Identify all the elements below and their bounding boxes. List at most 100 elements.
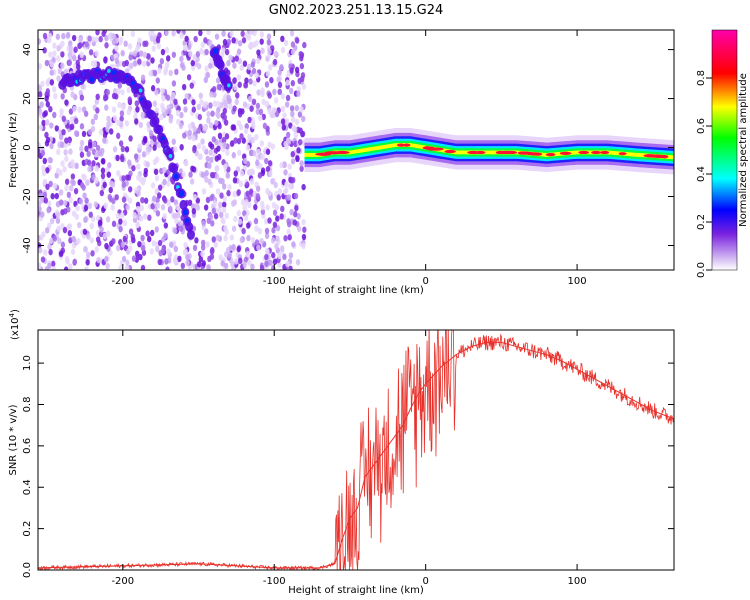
noise-speck — [183, 241, 188, 249]
noise-speck — [193, 35, 198, 43]
noise-speck — [283, 169, 288, 176]
noise-speck — [164, 258, 169, 265]
noise-speck — [91, 215, 96, 223]
noise-speck — [117, 101, 122, 109]
noise-speck — [127, 245, 133, 252]
noise-speck — [170, 196, 175, 203]
noise-speck — [182, 132, 187, 139]
colorbar-label: Normalized spectral amplitude — [738, 73, 749, 227]
noise-speck — [97, 219, 103, 227]
noise-speck — [202, 124, 207, 131]
noise-speck — [70, 91, 75, 98]
noise-speck — [273, 97, 279, 104]
noise-speck — [119, 115, 124, 122]
noise-speck — [149, 229, 155, 237]
noise-speck — [258, 108, 264, 116]
noise-speck — [293, 210, 298, 218]
noise-speck — [79, 94, 85, 101]
noise-speck — [252, 30, 258, 35]
noise-speck — [209, 91, 214, 98]
signal-peak — [578, 150, 590, 155]
noise-speck — [288, 122, 293, 129]
noise-speck — [74, 213, 79, 220]
noise-speck — [264, 157, 269, 165]
noise-speck — [147, 235, 152, 243]
bottom-y-tick-label: 0.8 — [22, 397, 33, 413]
noise-speck — [47, 243, 52, 251]
noise-speck — [191, 207, 197, 215]
noise-speck — [125, 259, 130, 266]
noise-speck — [297, 77, 302, 85]
noise-speck — [123, 40, 128, 47]
noise-speck — [166, 248, 171, 255]
noise-speck — [299, 160, 304, 167]
noise-speck — [157, 239, 163, 247]
noise-speck — [195, 51, 201, 58]
noise-speck — [108, 186, 113, 194]
noise-speck — [63, 266, 69, 270]
noise-speck — [183, 106, 188, 113]
noise-speck — [144, 40, 149, 47]
noise-speck — [111, 92, 117, 100]
noise-speck — [246, 234, 251, 242]
noise-speck — [205, 241, 210, 248]
noise-speck — [95, 107, 100, 114]
noise-speck — [162, 166, 167, 174]
noise-speck — [210, 220, 215, 227]
noise-speck — [264, 232, 270, 240]
noise-speck — [70, 173, 76, 180]
noise-speck — [290, 80, 296, 87]
colorbar-tick-label: 0.2 — [696, 214, 707, 230]
noise-speck — [163, 222, 169, 229]
noise-speck — [38, 205, 42, 213]
noise-speck — [204, 48, 209, 56]
noise-speck — [137, 143, 142, 150]
noise-speck — [83, 216, 88, 224]
noise-speck — [110, 204, 115, 211]
noise-speck — [301, 242, 306, 250]
noise-speck — [191, 166, 197, 173]
noise-speck — [94, 165, 99, 172]
noise-speck — [95, 236, 101, 243]
noise-speck — [142, 60, 147, 68]
noise-speck — [178, 122, 184, 130]
noise-speck — [45, 101, 51, 108]
noise-speck — [256, 244, 261, 251]
noise-speck — [226, 59, 231, 67]
noise-speck — [104, 34, 109, 42]
noise-speck — [41, 169, 47, 177]
noise-speck — [52, 42, 57, 49]
noise-speck — [44, 140, 50, 147]
noise-speck — [183, 44, 188, 52]
noise-speck — [86, 233, 91, 240]
noise-speck — [65, 31, 71, 39]
noise-speck — [115, 132, 121, 140]
noise-speck — [138, 253, 143, 261]
noise-speck — [211, 85, 217, 93]
noise-speck — [240, 199, 246, 206]
noise-speck — [145, 161, 150, 168]
noise-speck — [173, 258, 179, 266]
noise-speck — [232, 62, 237, 69]
noise-speck — [196, 62, 202, 70]
signal-peak — [334, 150, 350, 155]
noise-speck — [47, 200, 52, 207]
noise-speck — [249, 178, 255, 185]
noise-speck — [208, 39, 213, 47]
noise-speck — [199, 47, 204, 55]
noise-speck — [185, 253, 190, 261]
noise-speck — [171, 138, 176, 145]
noise-speck — [157, 141, 162, 149]
noise-speck — [170, 94, 175, 101]
noise-speck — [151, 45, 156, 52]
noise-speck — [124, 59, 130, 67]
noise-speck — [67, 59, 73, 66]
noise-speck — [112, 146, 118, 153]
noise-speck — [295, 37, 300, 44]
noise-speck — [95, 144, 101, 152]
noise-speck — [214, 33, 220, 40]
noise-speck — [260, 87, 265, 94]
noise-speck — [175, 109, 181, 117]
noise-speck — [79, 145, 84, 152]
noise-speck — [160, 204, 166, 211]
